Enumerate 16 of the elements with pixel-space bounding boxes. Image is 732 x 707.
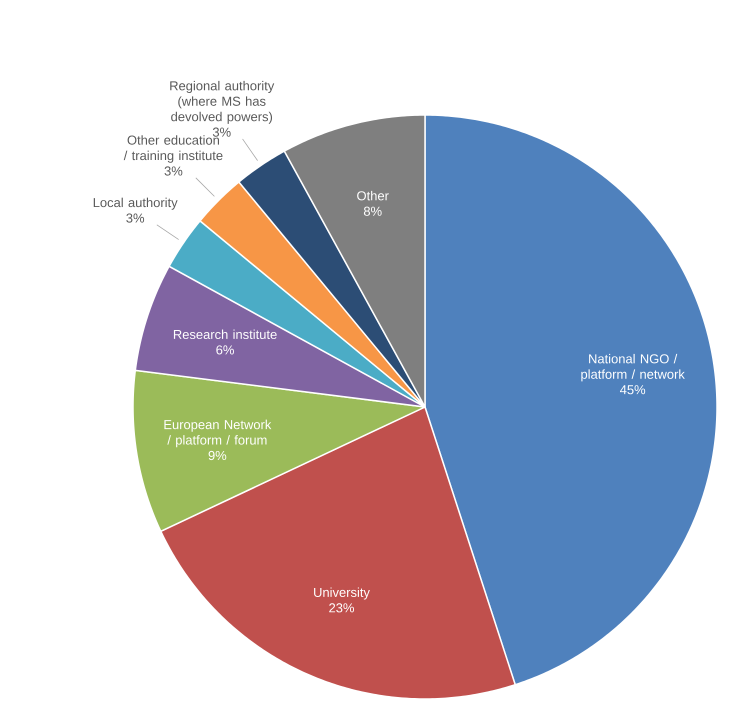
data-label: 8%	[364, 206, 382, 216]
data-label: 23%	[329, 603, 354, 612]
slice-label: Other	[357, 190, 389, 200]
slice-label: National NGO / platform / network	[581, 354, 685, 382]
slice-label: Other education / training institute	[124, 135, 222, 163]
data-label: 3%	[126, 213, 144, 223]
slice-label: Regional authority (where MS has devolved powers)	[170, 80, 274, 124]
data-label: 3%	[164, 166, 182, 176]
slice-label: European Network / platform / forum	[164, 420, 272, 448]
slice-label: Local authority	[94, 198, 178, 210]
data-label: 6%	[216, 345, 234, 354]
data-label: 3%	[212, 128, 231, 137]
data-label: 45%	[620, 385, 646, 394]
slice-label: Research institute	[174, 330, 277, 340]
slice-label: University	[314, 587, 370, 600]
data-label: 9%	[208, 450, 226, 460]
